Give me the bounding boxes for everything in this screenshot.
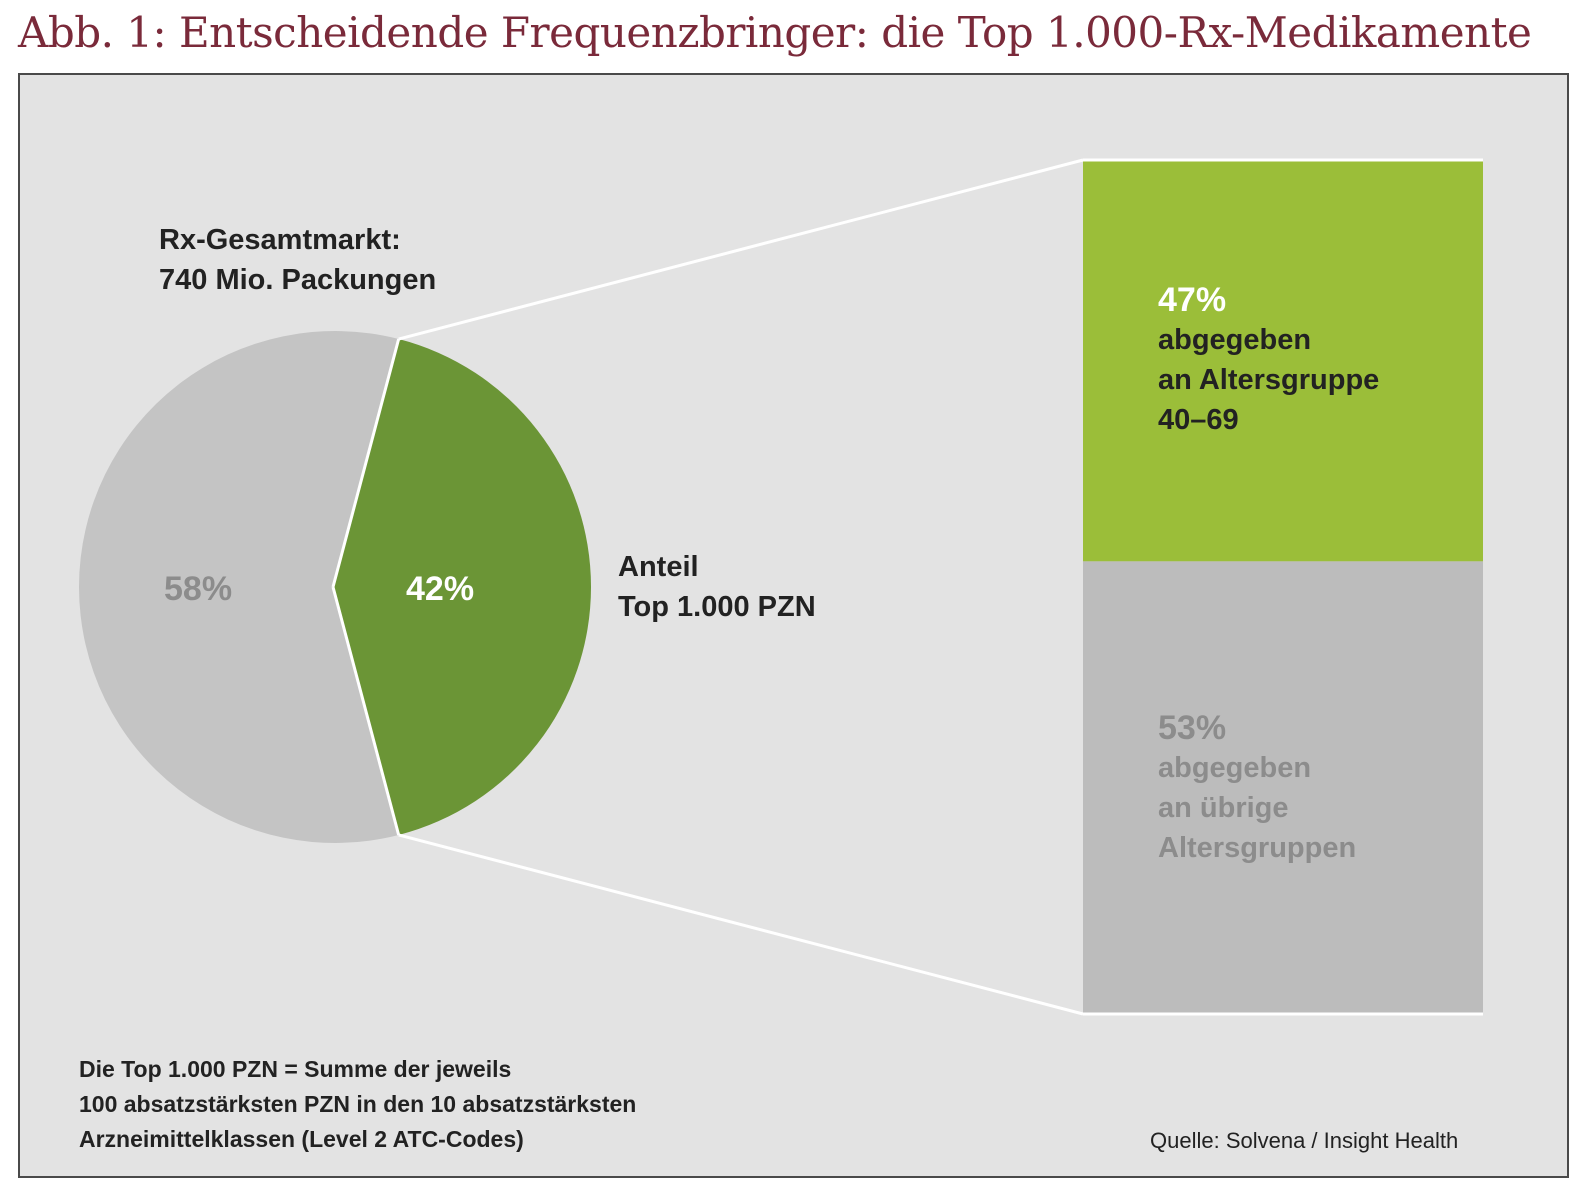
bar-rest-pct: 53% bbox=[1158, 709, 1227, 747]
bar-top-line2: an Altersgruppe bbox=[1158, 364, 1380, 396]
pie-slice-rest bbox=[78, 331, 399, 844]
footnote-line2: 100 absatzstärksten PZN in den 10 absatz… bbox=[79, 1091, 637, 1117]
bar-top-line1: abgegeben bbox=[1158, 324, 1312, 356]
market-heading-line2: 740 Mio. Packungen bbox=[159, 264, 437, 296]
source-note: Quelle: Solvena / Insight Health bbox=[1150, 1128, 1459, 1153]
bar-rest-label: 53% abgegeben an übrige Altersgruppen bbox=[1158, 708, 1356, 868]
connector-line-top bbox=[398, 158, 1084, 341]
top-pzn-label: Anteil Top 1.000 PZN bbox=[618, 547, 816, 627]
bar-top-line3: 40–69 bbox=[1158, 404, 1239, 436]
bar-rest-line2: an übrige bbox=[1158, 792, 1289, 824]
connector-line-bottom bbox=[398, 833, 1084, 1016]
chart-canvas bbox=[78, 158, 1483, 1016]
pie-top-label: 42% bbox=[406, 570, 475, 608]
top-pzn-label-line1: Anteil bbox=[618, 551, 699, 583]
market-heading: Rx-Gesamtmarkt: 740 Mio. Packungen bbox=[159, 220, 436, 300]
footnote: Die Top 1.000 PZN = Summe der jeweils 10… bbox=[79, 1052, 636, 1157]
bar-segment-age-40-69 bbox=[1083, 160, 1483, 562]
market-heading-line1: Rx-Gesamtmarkt: bbox=[159, 224, 401, 256]
footnote-line3: Arzneimittelklassen (Level 2 ATC-Codes) bbox=[79, 1126, 524, 1152]
pie-divider-upper bbox=[331, 338, 401, 588]
footnote-line1: Die Top 1.000 PZN = Summe der jeweils bbox=[79, 1056, 512, 1082]
pie-slice-top-1000 bbox=[333, 339, 591, 835]
pie-rest-label: 58% bbox=[164, 570, 233, 608]
bar-rest-line1: abgegeben bbox=[1158, 752, 1312, 784]
top-pzn-label-line2: Top 1.000 PZN bbox=[618, 591, 816, 623]
chart-title: Abb. 1: Entscheidende Frequenzbringer: d… bbox=[18, 8, 1532, 57]
bar-segment-other-ages bbox=[1083, 561, 1483, 1014]
bar-top-pct: 47% bbox=[1158, 281, 1227, 319]
bar-rest-line3: Altersgruppen bbox=[1158, 832, 1357, 864]
pie-divider-lower bbox=[331, 586, 401, 836]
bar-top-label: 47% abgegeben an Altersgruppe 40–69 bbox=[1158, 280, 1379, 440]
chart-panel: Rx-Gesamtmarkt: 740 Mio. Packungen 58% 4… bbox=[18, 73, 1569, 1178]
